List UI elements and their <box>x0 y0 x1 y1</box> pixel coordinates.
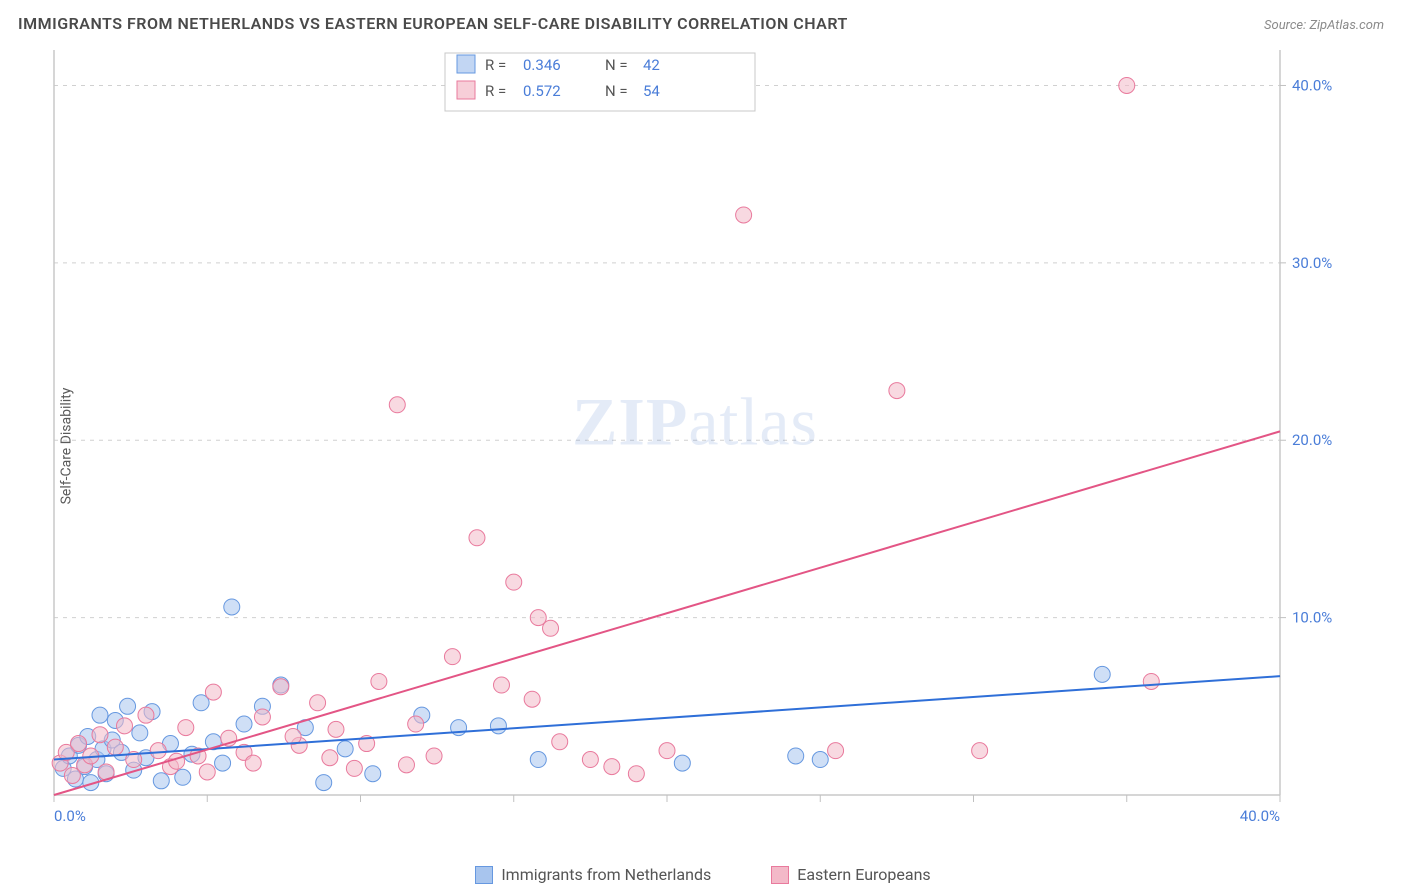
source-prefix: Source: <box>1264 18 1309 33</box>
svg-text:N =: N = <box>605 82 628 100</box>
svg-text:10.0%: 10.0% <box>1292 609 1332 627</box>
legend-label-eastern: Eastern Europeans <box>797 865 930 884</box>
legend-swatch-netherlands <box>475 866 493 884</box>
svg-text:54: 54 <box>643 82 660 100</box>
svg-text:0.0%: 0.0% <box>54 807 86 825</box>
svg-text:N =: N = <box>605 56 628 74</box>
svg-text:40.0%: 40.0% <box>1292 76 1332 94</box>
source-name: ZipAtlas.com <box>1309 18 1384 33</box>
legend-label-netherlands: Immigrants from Netherlands <box>501 865 711 884</box>
legend-bottom: Immigrants from Netherlands Eastern Euro… <box>0 865 1406 884</box>
svg-text:0.572: 0.572 <box>523 82 561 100</box>
chart-title: IMMIGRANTS FROM NETHERLANDS VS EASTERN E… <box>18 14 848 33</box>
source-attribution: Source: ZipAtlas.com <box>1264 18 1384 33</box>
svg-text:R =: R = <box>485 56 506 74</box>
chart-plot-area: 0.0% 40.0% 10.0% 20.0% 30.0% 40.0% R = 0.346 N … <box>50 45 1340 830</box>
chart-svg: 0.0% 40.0% 10.0% 20.0% 30.0% 40.0% R = 0.346 N … <box>50 45 1340 830</box>
svg-text:20.0%: 20.0% <box>1292 431 1332 449</box>
svg-text:R =: R = <box>485 82 506 100</box>
svg-text:42: 42 <box>643 56 660 74</box>
svg-text:40.0%: 40.0% <box>1240 807 1280 825</box>
svg-text:30.0%: 30.0% <box>1292 254 1332 272</box>
legend-item-eastern: Eastern Europeans <box>771 865 930 884</box>
svg-text:0.346: 0.346 <box>523 56 561 74</box>
legend-item-netherlands: Immigrants from Netherlands <box>475 865 711 884</box>
legend-swatch-eastern <box>771 866 789 884</box>
